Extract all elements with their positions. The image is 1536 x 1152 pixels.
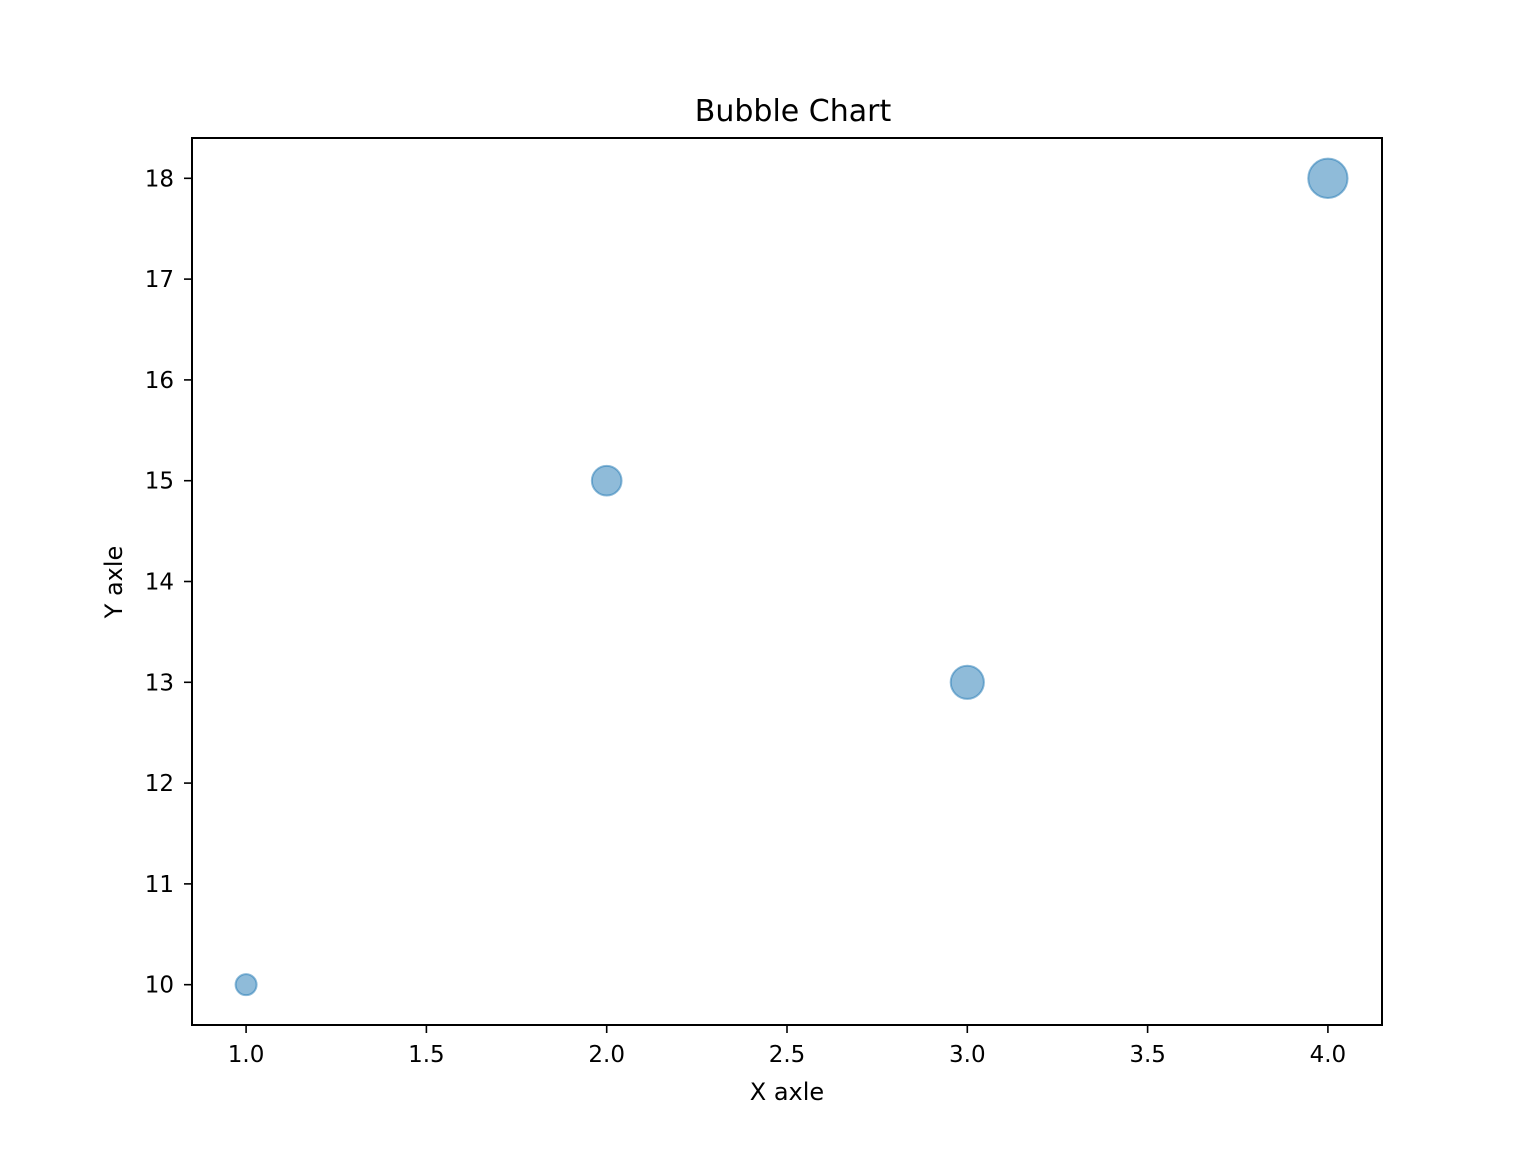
y-tick-label: 15 <box>145 469 174 495</box>
x-tick-label: 2.0 <box>588 1042 625 1068</box>
x-tick-label: 3.0 <box>949 1042 986 1068</box>
x-axis-ticks: 1.0 1.5 2.0 2.5 3.0 3.5 4.0 <box>228 1025 1346 1068</box>
y-tick-label: 14 <box>145 570 174 596</box>
y-tick-label: 12 <box>145 771 174 797</box>
y-tick-label: 11 <box>145 872 174 898</box>
x-tick-label: 1.5 <box>408 1042 445 1068</box>
bubble-point <box>234 973 258 997</box>
bubble-point <box>590 464 623 497</box>
y-tick-label: 10 <box>145 973 174 999</box>
bubble-point <box>949 664 985 700</box>
y-axis-ticks: 10 11 12 13 14 15 16 17 18 <box>145 166 192 999</box>
bubble-point <box>1307 157 1349 199</box>
y-tick-label: 13 <box>145 670 174 696</box>
x-axis-label: X axle <box>750 1078 824 1106</box>
chart-title: Bubble Chart <box>695 94 892 129</box>
x-tick-label: 3.5 <box>1129 1042 1166 1068</box>
y-axis-label: Y axle <box>100 546 128 620</box>
x-tick-label: 1.0 <box>228 1042 265 1068</box>
y-tick-label: 16 <box>145 368 174 394</box>
x-tick-label: 4.0 <box>1310 1042 1347 1068</box>
y-tick-label: 18 <box>145 166 174 192</box>
y-tick-label: 17 <box>145 267 174 293</box>
data-points <box>234 157 1349 997</box>
x-tick-label: 2.5 <box>769 1042 806 1068</box>
